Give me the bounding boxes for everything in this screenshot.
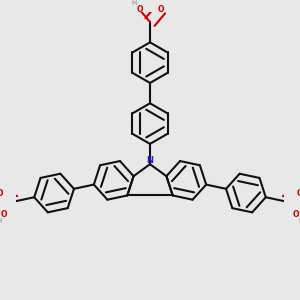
- Text: O: O: [292, 210, 299, 219]
- Text: H: H: [0, 218, 2, 224]
- Text: N: N: [146, 156, 154, 165]
- Text: O: O: [297, 189, 300, 198]
- Text: O: O: [0, 189, 3, 198]
- Text: O: O: [157, 5, 164, 14]
- Text: O: O: [1, 210, 8, 219]
- Text: H: H: [298, 218, 300, 224]
- Text: H: H: [131, 0, 136, 6]
- Text: O: O: [136, 5, 143, 14]
